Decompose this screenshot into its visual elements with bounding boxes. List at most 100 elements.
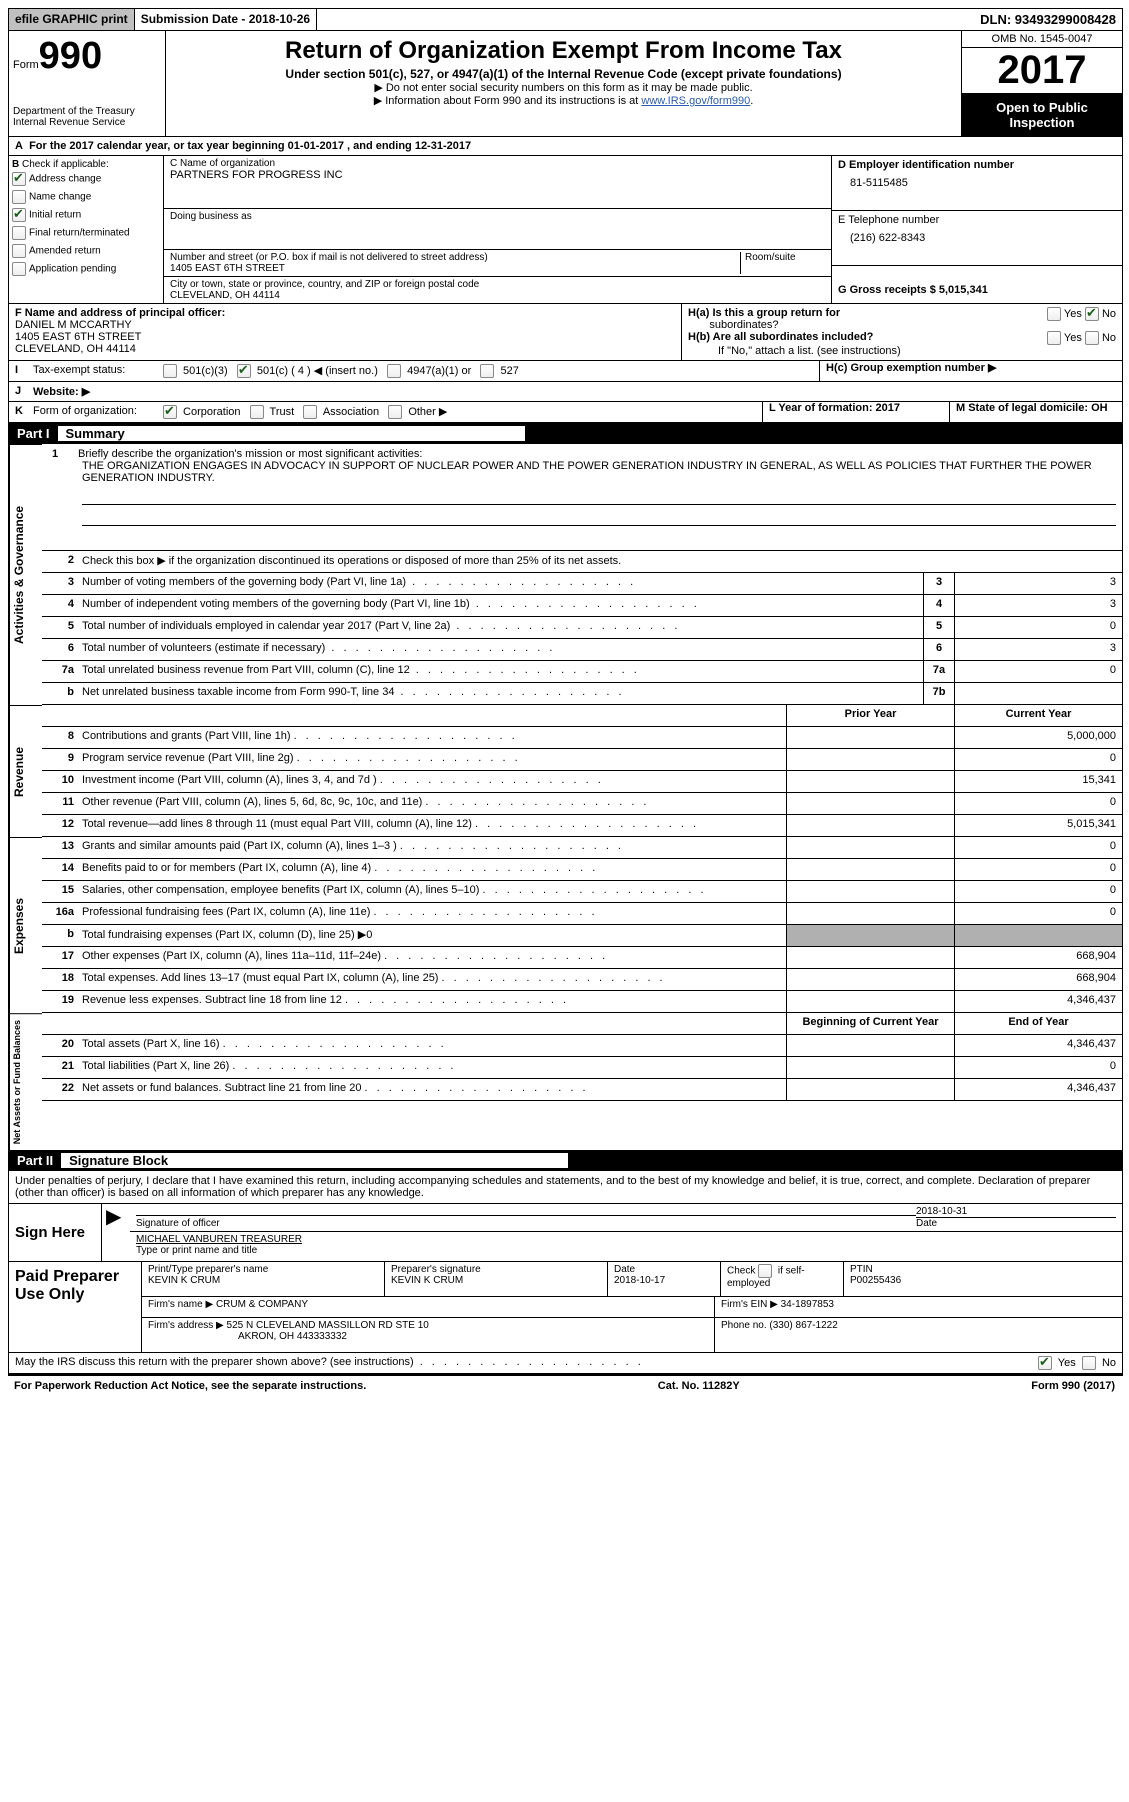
current-val: 0 (954, 837, 1122, 858)
sum-row-desc: Other expenses (Part IX, column (A), lin… (78, 947, 786, 968)
tax-status-checkbox[interactable] (387, 364, 401, 378)
col-b-letter: B (12, 159, 19, 170)
sum-row-desc: Revenue less expenses. Subtract line 18 … (78, 991, 786, 1012)
sum-row-desc: Professional fundraising fees (Part IX, … (78, 903, 786, 924)
l-label: L Year of formation: 2017 (769, 402, 900, 414)
col-b: B Check if applicable: Address changeNam… (9, 156, 164, 303)
prior-val (786, 749, 954, 770)
vert-revenue: Revenue (9, 705, 42, 837)
self-emp-checkbox[interactable] (758, 1264, 772, 1278)
colb-checkbox[interactable] (12, 244, 26, 258)
sum-row-desc: Total revenue—add lines 8 through 11 (mu… (78, 815, 786, 836)
hb-yes-checkbox[interactable] (1047, 331, 1061, 345)
firm-name-label: Firm's name ▶ (148, 1299, 213, 1310)
open-inspection: Open to Public Inspection (962, 94, 1122, 136)
colb-checkbox[interactable] (12, 172, 26, 186)
org-form-checkbox[interactable] (303, 405, 317, 419)
discuss-no-checkbox[interactable] (1082, 1356, 1096, 1370)
section-a-text: For the 2017 calendar year, or tax year … (29, 140, 471, 152)
ha-no-checkbox[interactable] (1085, 307, 1099, 321)
footer-mid: Cat. No. 11282Y (658, 1380, 740, 1392)
firm-phone-label: Phone no. (721, 1320, 767, 1331)
prior-val (786, 837, 954, 858)
tax-status-checkbox[interactable] (480, 364, 494, 378)
gov-row-desc: Net unrelated business taxable income fr… (78, 683, 923, 704)
revenue-section: Revenue Prior Year Current Year 8Contrib… (9, 705, 1122, 837)
ha-yes-checkbox[interactable] (1047, 307, 1061, 321)
firm-phone: (330) 867-1222 (769, 1320, 837, 1331)
footer-left: For Paperwork Reduction Act Notice, see … (14, 1380, 366, 1392)
yes-label: Yes (1064, 308, 1082, 320)
ha-label: H(a) Is this a group return for (688, 307, 840, 319)
current-year-header: Current Year (954, 705, 1122, 726)
colb-item: Final return/terminated (29, 228, 130, 239)
part2-title: Signature Block (61, 1153, 568, 1168)
f-label: F Name and address of principal officer: (15, 307, 225, 319)
firm-ein-label: Firm's EIN ▶ (721, 1299, 778, 1310)
firm-addr-label: Firm's address ▶ (148, 1320, 224, 1331)
form-title: Return of Organization Exempt From Incom… (176, 37, 951, 65)
current-val (954, 925, 1122, 946)
prior-val (786, 815, 954, 836)
vert-net: Net Assets or Fund Balances (9, 1013, 42, 1150)
sum-row-desc: Total assets (Part X, line 16) (78, 1035, 786, 1056)
name-label: C Name of organization (170, 158, 825, 169)
f-addr1: 1405 EAST 6TH STREET (15, 331, 141, 343)
tax-status-checkbox[interactable] (163, 364, 177, 378)
hb-no-checkbox[interactable] (1085, 331, 1099, 345)
prep-date: 2018-10-17 (614, 1275, 665, 1286)
dept2: Internal Revenue Service (13, 117, 161, 128)
discuss-yes-checkbox[interactable] (1038, 1356, 1052, 1370)
colb-item: Name change (29, 192, 91, 203)
sign-date-label: Date (916, 1217, 1116, 1229)
part1-num: Part I (17, 426, 58, 441)
phone: (216) 622-8343 (838, 226, 1116, 250)
expenses-section: Expenses 13Grants and similar amounts pa… (9, 837, 1122, 1013)
j-letter: J (15, 385, 33, 398)
current-val: 0 (954, 1057, 1122, 1078)
colb-checkbox[interactable] (12, 262, 26, 276)
i-letter: I (15, 364, 33, 378)
d-label: D Employer identification number (838, 159, 1014, 171)
current-val: 5,000,000 (954, 727, 1122, 748)
j-text: Website: ▶ (33, 386, 90, 398)
org-form-checkbox[interactable] (388, 405, 402, 419)
preparer-row: Paid Preparer Use Only Print/Type prepar… (9, 1262, 1122, 1353)
colb-checkbox[interactable] (12, 226, 26, 240)
current-val: 4,346,437 (954, 1079, 1122, 1100)
gov-row-val: 3 (954, 573, 1122, 594)
colb-checkbox[interactable] (12, 208, 26, 222)
city-label: City or town, state or province, country… (170, 279, 825, 290)
preparer-label: Paid Preparer Use Only (9, 1262, 142, 1352)
street-label: Number and street (or P.O. box if mail i… (170, 252, 740, 263)
current-val: 0 (954, 859, 1122, 880)
vert-governance: Activities & Governance (9, 444, 42, 705)
gov-row-desc: Total unrelated business revenue from Pa… (78, 661, 923, 682)
officer-name: MICHAEL VANBUREN TREASURER (136, 1234, 1116, 1245)
k-letter: K (15, 405, 33, 419)
irs-link[interactable]: www.IRS.gov/form990 (641, 95, 750, 107)
fgh-row: F Name and address of principal officer:… (9, 304, 1122, 361)
no-label: No (1102, 308, 1116, 320)
prior-val (786, 969, 954, 990)
current-val: 0 (954, 903, 1122, 924)
line-i: I Tax-exempt status: 501(c)(3) 501(c) ( … (9, 361, 1122, 382)
gov-row-desc: Total number of volunteers (estimate if … (78, 639, 923, 660)
k-text: Form of organization: (33, 405, 163, 419)
org-form-checkbox[interactable] (163, 405, 177, 419)
gov-row-val: 3 (954, 639, 1122, 660)
colb-checkbox[interactable] (12, 190, 26, 204)
sum-row-desc: Program service revenue (Part VIII, line… (78, 749, 786, 770)
f-addr2: CLEVELAND, OH 44114 (15, 343, 136, 355)
tax-status-checkbox[interactable] (237, 364, 251, 378)
line-k: K Form of organization: Corporation Trus… (9, 402, 1122, 423)
firm-ein: 34-1897853 (781, 1299, 834, 1310)
hb-label: H(b) Are all subordinates included? (688, 331, 873, 343)
sum-row-desc: Total fundraising expenses (Part IX, col… (78, 925, 786, 946)
no-label2: No (1102, 332, 1116, 344)
header: Form990 Department of the Treasury Inter… (9, 31, 1122, 137)
hb-note: If "No," attach a list. (see instruction… (688, 345, 1116, 357)
dba-label: Doing business as (170, 211, 825, 222)
org-form-checkbox[interactable] (250, 405, 264, 419)
discuss-yes: Yes (1058, 1357, 1076, 1369)
